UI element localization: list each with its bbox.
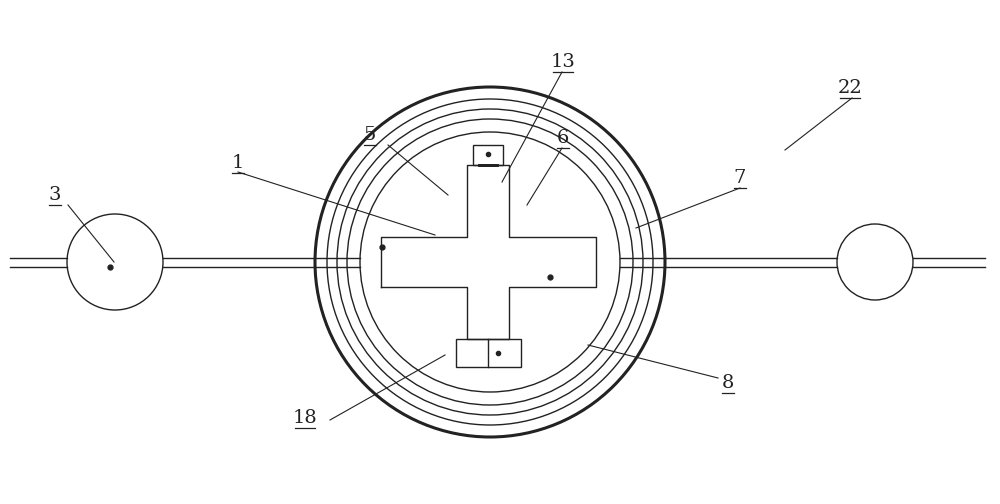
Text: 22: 22 [838,79,862,97]
Text: 3: 3 [49,186,61,204]
Text: 7: 7 [734,169,746,187]
Text: 8: 8 [722,374,734,392]
Text: 1: 1 [232,154,244,172]
Text: 18: 18 [293,409,317,427]
Text: 5: 5 [364,126,376,144]
Text: 13: 13 [551,53,575,71]
Text: 6: 6 [557,129,569,147]
Bar [456,339,521,367]
Bar [473,145,503,165]
